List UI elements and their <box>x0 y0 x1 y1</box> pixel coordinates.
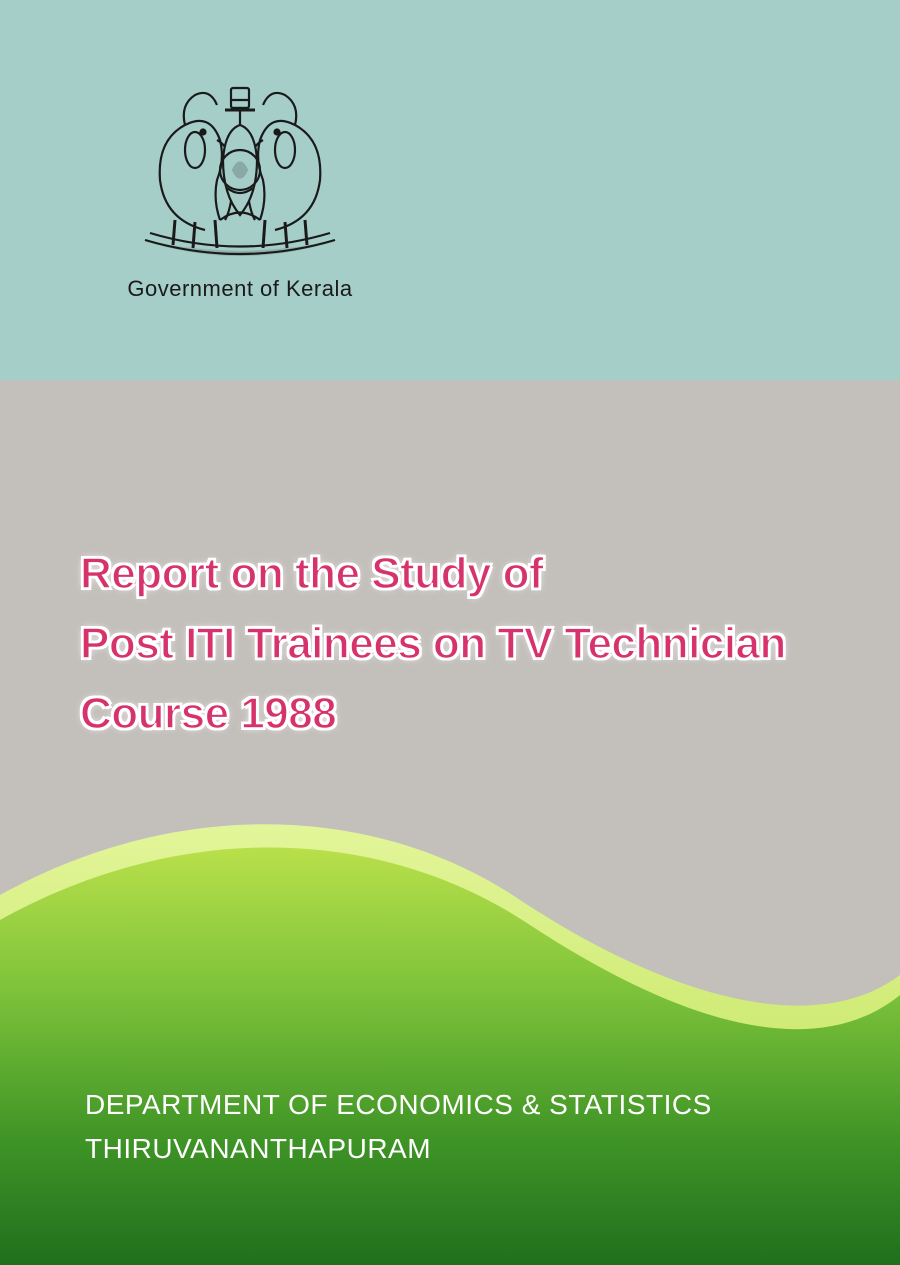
footer-department: DEPARTMENT OF ECONOMICS & STATISTICS THI… <box>85 1083 712 1170</box>
title-line-3: Course 1988 <box>80 680 840 748</box>
kerala-government-emblem-icon <box>125 70 355 270</box>
title-line-1: Report on the Study of <box>80 540 840 608</box>
footer-line-2: THIRUVANANTHAPURAM <box>85 1127 712 1170</box>
report-title: Report on the Study of Post ITI Trainees… <box>80 540 840 751</box>
government-label: Government of Kerala <box>110 276 370 302</box>
footer-wave <box>0 765 900 1265</box>
footer-line-1: DEPARTMENT OF ECONOMICS & STATISTICS <box>85 1083 712 1126</box>
title-line-2: Post ITI Trainees on TV Technician <box>80 610 840 678</box>
emblem-block: Government of Kerala <box>110 70 370 302</box>
report-cover-page: Government of Kerala Report on the Study… <box>0 0 900 1265</box>
